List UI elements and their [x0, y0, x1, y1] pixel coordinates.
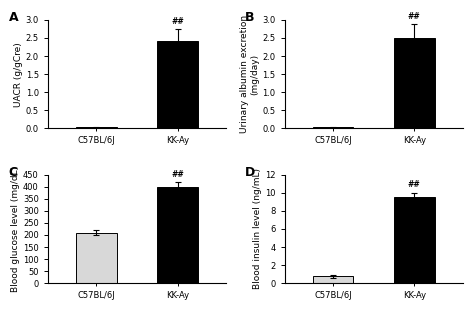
Bar	[157, 41, 198, 128]
Text: ##: ##	[171, 170, 184, 179]
Bar	[157, 187, 198, 283]
Bar	[76, 233, 117, 283]
Text: ##: ##	[171, 17, 184, 26]
Bar	[394, 197, 435, 283]
Text: B: B	[246, 11, 255, 24]
Y-axis label: Blood glucose level (mg/dL): Blood glucose level (mg/dL)	[11, 166, 20, 292]
Text: ##: ##	[408, 12, 420, 21]
Bar	[394, 38, 435, 128]
Text: A: A	[9, 11, 18, 24]
Text: C: C	[9, 166, 18, 179]
Y-axis label: Blood insulin level (ng/mL): Blood insulin level (ng/mL)	[253, 169, 262, 290]
Text: D: D	[246, 166, 255, 179]
Y-axis label: UACR (g/gCre): UACR (g/gCre)	[14, 42, 23, 106]
Y-axis label: Urinary albumin excretion
(mg/day): Urinary albumin excretion (mg/day)	[240, 15, 259, 133]
Text: ##: ##	[408, 180, 420, 189]
Bar	[313, 276, 354, 283]
